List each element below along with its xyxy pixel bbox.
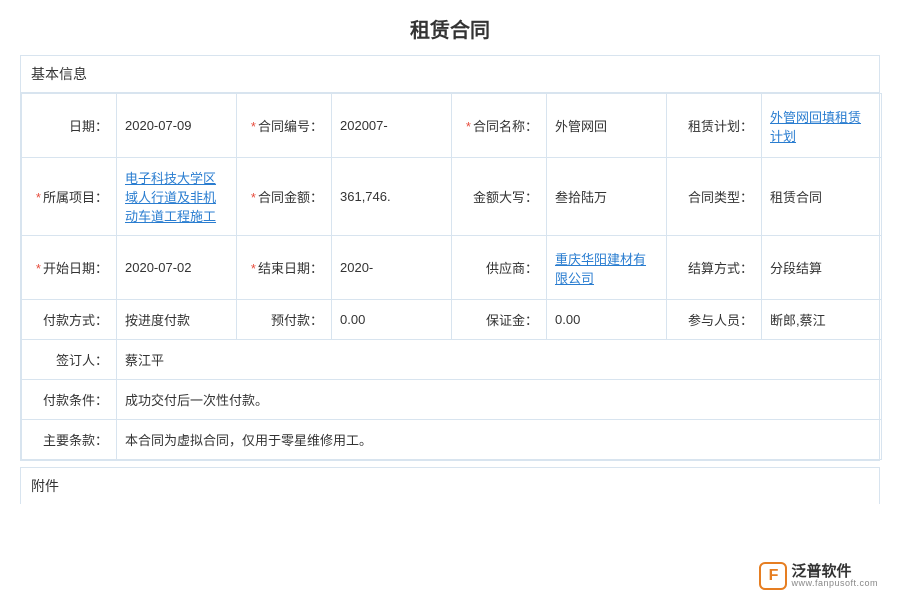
label-main-terms: 主要条款： xyxy=(22,420,117,460)
label-pay-terms: 付款条件： xyxy=(22,380,117,420)
value-contract-type: 租赁合同 xyxy=(762,158,882,236)
lease-plan-link: 外管网回填租赁计划 xyxy=(770,110,861,144)
label-settle-method: 结算方式： xyxy=(667,236,762,300)
label-project: *所属项目： xyxy=(22,158,117,236)
value-date: 2020-07-09 xyxy=(117,94,237,158)
label-start-date: *开始日期： xyxy=(22,236,117,300)
label-pay-method: 付款方式： xyxy=(22,300,117,340)
value-participants: 断郎,蔡江 xyxy=(762,300,882,340)
label-prepay: 预付款： xyxy=(237,300,332,340)
label-supplier: 供应商： xyxy=(452,236,547,300)
value-lease-plan[interactable]: 外管网回填租赁计划 xyxy=(762,94,882,158)
value-signer: 蔡江平 xyxy=(117,340,882,380)
value-main-terms: 本合同为虚拟合同，仅用于零星维修用工。 xyxy=(117,420,882,460)
value-amount-cn: 叁拾陆万 xyxy=(547,158,667,236)
value-contract-name: 外管网回 xyxy=(547,94,667,158)
value-end-date: 2020- xyxy=(332,236,452,300)
basic-info-header: 基本信息 xyxy=(21,56,879,93)
value-contract-no: 202007- xyxy=(332,94,452,158)
value-deposit: 0.00 xyxy=(547,300,667,340)
attachment-section: 附件 xyxy=(20,467,880,504)
attachment-header: 附件 xyxy=(21,468,879,504)
label-date: 日期： xyxy=(22,94,117,158)
project-link: 电子科技大学区域人行道及非机动车道工程施工 xyxy=(125,171,216,224)
label-contract-type: 合同类型： xyxy=(667,158,762,236)
logo-icon: F xyxy=(759,562,787,590)
value-settle-method: 分段结算 xyxy=(762,236,882,300)
brand-logo: F 泛普软件 www.fanpusoft.com xyxy=(759,562,878,590)
value-pay-terms: 成功交付后一次性付款。 xyxy=(117,380,882,420)
label-participants: 参与人员： xyxy=(667,300,762,340)
value-pay-method: 按进度付款 xyxy=(117,300,237,340)
value-supplier[interactable]: 重庆华阳建材有限公司 xyxy=(547,236,667,300)
label-amount: *合同金额： xyxy=(237,158,332,236)
label-amount-cn: 金额大写： xyxy=(452,158,547,236)
basic-info-section: 基本信息 日期： 2020-07-09 *合同编号： 202007- *合同名称… xyxy=(20,55,880,461)
logo-text-en: www.fanpusoft.com xyxy=(791,579,878,588)
page-title: 租赁合同 xyxy=(0,0,900,55)
label-deposit: 保证金： xyxy=(452,300,547,340)
value-project[interactable]: 电子科技大学区域人行道及非机动车道工程施工 xyxy=(117,158,237,236)
value-start-date: 2020-07-02 xyxy=(117,236,237,300)
contract-form-table: 日期： 2020-07-09 *合同编号： 202007- *合同名称： 外管网… xyxy=(21,93,882,460)
label-end-date: *结束日期： xyxy=(237,236,332,300)
logo-text-cn: 泛普软件 xyxy=(791,564,878,579)
label-contract-name: *合同名称： xyxy=(452,94,547,158)
label-lease-plan: 租赁计划： xyxy=(667,94,762,158)
supplier-link: 重庆华阳建材有限公司 xyxy=(555,252,646,286)
label-signer: 签订人： xyxy=(22,340,117,380)
value-amount: 361,746. xyxy=(332,158,452,236)
value-prepay: 0.00 xyxy=(332,300,452,340)
label-contract-no: *合同编号： xyxy=(237,94,332,158)
